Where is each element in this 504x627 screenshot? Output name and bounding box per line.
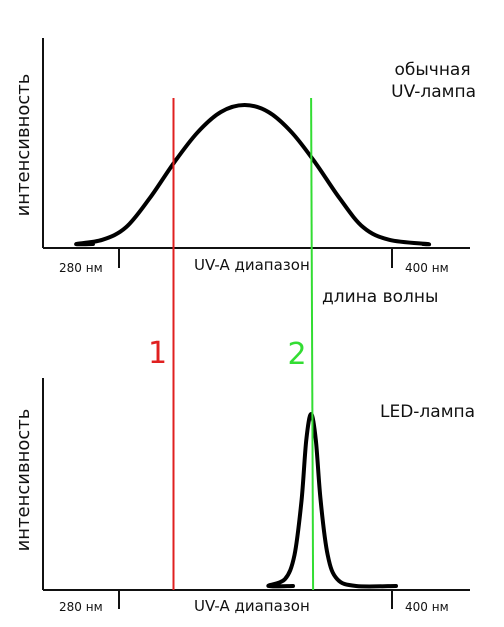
marker-line-2 <box>310 97 315 591</box>
top-lamp-title-line-1: обычная <box>394 60 470 80</box>
bottom-curve <box>266 412 398 589</box>
top-curve <box>74 103 432 247</box>
bottom-tick-label-280: 280 нм <box>59 600 103 614</box>
top-tick-label-400: 400 нм <box>405 261 449 275</box>
bottom-y-axis-title: интенсивность <box>13 409 34 552</box>
bottom-panel: интенсивность 280 нм 400 нм UV-A диапазо… <box>13 378 475 615</box>
markers: 1 2 <box>148 97 315 591</box>
top-lamp-title-line-2: UV-лампа <box>391 82 476 102</box>
bottom-lamp-title: LED-лампа <box>380 402 475 422</box>
top-y-axis-title: интенсивность <box>13 74 34 217</box>
top-tick-label-280: 280 нм <box>59 261 103 275</box>
bottom-tick-label-400: 400 нм <box>405 600 449 614</box>
marker-label-1: 1 <box>148 336 167 371</box>
top-range-label: UV-A диапазон <box>194 256 310 274</box>
marker-label-2: 2 <box>288 337 307 372</box>
top-lamp-title: обычная UV-лампа <box>391 60 476 102</box>
top-panel: интенсивность 280 нм 400 нм UV-A диапазо… <box>13 38 476 307</box>
top-x-axis-title: длина волны <box>322 287 438 307</box>
bottom-range-label: UV-A диапазон <box>194 597 310 615</box>
